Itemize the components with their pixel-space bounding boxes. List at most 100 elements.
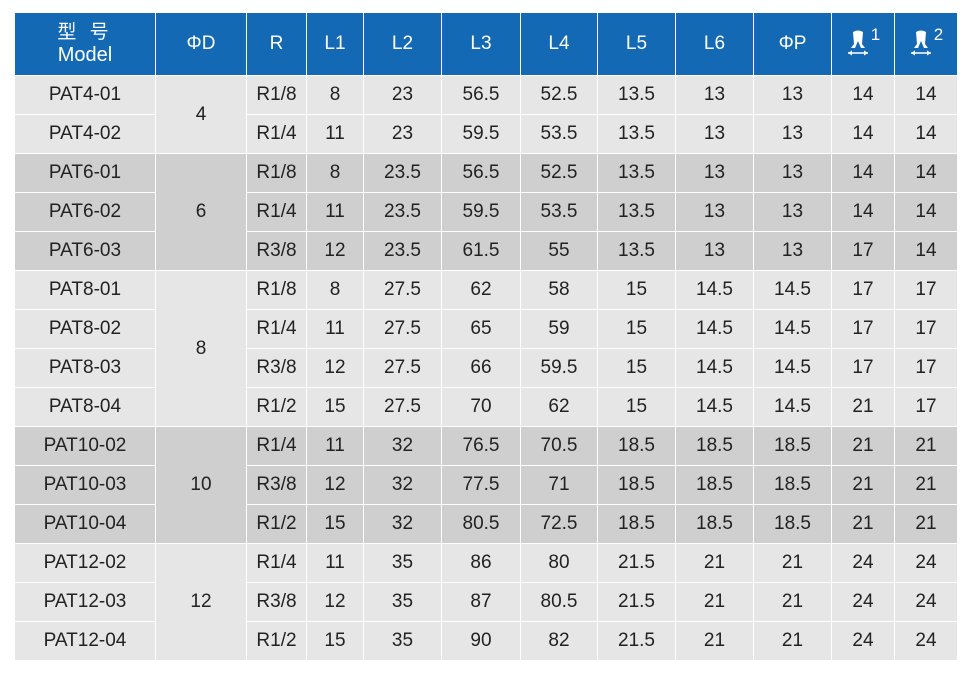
cell-model: PAT10-04 bbox=[14, 504, 156, 544]
cell-r: R3/8 bbox=[246, 465, 307, 505]
cell-l3: 59.5 bbox=[441, 192, 521, 232]
cell-l2: 27.5 bbox=[363, 309, 442, 349]
cell-l5: 13.5 bbox=[597, 153, 676, 193]
cell-l2: 23 bbox=[363, 75, 442, 115]
table-row: PAT12-03 R3/8 12 35 87 80.5 21.5 21 21 24 24 bbox=[14, 582, 958, 622]
cell-r: R1/8 bbox=[246, 153, 307, 193]
cell-r: R1/8 bbox=[246, 75, 307, 115]
cell-l5: 15 bbox=[597, 348, 676, 388]
cell-phi-p: 13 bbox=[753, 75, 832, 115]
cell-wrench-2: 14 bbox=[894, 75, 958, 115]
cell-wrench-1: 24 bbox=[831, 621, 895, 661]
table-row: PAT6-02 R1/4 11 23.5 59.5 53.5 13.5 13 13 14 14 bbox=[14, 192, 958, 232]
cell-model: PAT12-03 bbox=[14, 582, 156, 622]
cell-l6: 13 bbox=[675, 114, 754, 154]
cell-l6: 13 bbox=[675, 192, 754, 232]
cell-model: PAT8-01 bbox=[14, 270, 156, 310]
cell-wrench-1: 17 bbox=[831, 348, 895, 388]
table-row: PAT4-01 4 R1/8 8 23 56.5 52.5 13.5 13 13 14 14 bbox=[14, 75, 958, 154]
table-row: PAT4-02 R1/4 11 23 59.5 53.5 13.5 13 13 14 14 bbox=[14, 114, 958, 154]
cell-wrench-1: 21 bbox=[831, 387, 895, 427]
cell-phi-p: 18.5 bbox=[753, 465, 832, 505]
cell-l6: 18.5 bbox=[675, 504, 754, 544]
cell-l2: 35 bbox=[363, 543, 442, 583]
cell-phi-p: 13 bbox=[753, 153, 832, 193]
cell-phi-d: 12 bbox=[155, 543, 247, 661]
header-model-cn: 型 号 bbox=[57, 22, 113, 43]
cell-phi-p: 14.5 bbox=[753, 270, 832, 310]
cell-l5: 13.5 bbox=[597, 114, 676, 154]
cell-l6: 21 bbox=[675, 543, 754, 583]
wrench-1-label: 1 bbox=[870, 25, 881, 44]
header-l4: L4 bbox=[520, 12, 598, 76]
cell-phi-d: 8 bbox=[155, 270, 247, 427]
cell-l1: 15 bbox=[306, 504, 364, 544]
cell-model: PAT10-03 bbox=[14, 465, 156, 505]
cell-wrench-2: 24 bbox=[894, 582, 958, 622]
cell-l2: 23.5 bbox=[363, 153, 442, 193]
cell-wrench-1: 24 bbox=[831, 543, 895, 583]
cell-model: PAT12-04 bbox=[14, 621, 156, 661]
cell-phi-p: 21 bbox=[753, 582, 832, 622]
cell-l3: 76.5 bbox=[441, 426, 521, 466]
cell-l3: 59.5 bbox=[441, 114, 521, 154]
cell-l1: 12 bbox=[306, 231, 364, 271]
cell-r: R1/8 bbox=[246, 270, 307, 310]
cell-wrench-2: 14 bbox=[894, 153, 958, 193]
cell-phi-p: 21 bbox=[753, 543, 832, 583]
cell-l2: 35 bbox=[363, 582, 442, 622]
cell-l2: 23 bbox=[363, 114, 442, 154]
table-row: PAT10-04 R1/2 15 32 80.5 72.5 18.5 18.5 18.5 21 21 bbox=[14, 504, 958, 544]
cell-l1: 11 bbox=[306, 309, 364, 349]
cell-l6: 13 bbox=[675, 75, 754, 115]
cell-l1: 15 bbox=[306, 621, 364, 661]
cell-l6: 21 bbox=[675, 582, 754, 622]
cell-r: R1/4 bbox=[246, 309, 307, 349]
cell-l5: 15 bbox=[597, 270, 676, 310]
cell-wrench-1: 21 bbox=[831, 465, 895, 505]
cell-wrench-1: 17 bbox=[831, 270, 895, 310]
header-row: 型 号 Model ΦD R L1 L2 L3 L4 L5 L6 ΦP 1 bbox=[14, 12, 958, 76]
cell-l2: 23.5 bbox=[363, 231, 442, 271]
cell-l1: 11 bbox=[306, 426, 364, 466]
cell-phi-p: 14.5 bbox=[753, 387, 832, 427]
wrench-jaw-icon bbox=[847, 30, 868, 56]
table-row: PAT8-01 8 R1/8 8 27.5 62 58 15 14.5 14.5 17 17 bbox=[14, 270, 958, 427]
cell-l6: 13 bbox=[675, 153, 754, 193]
cell-l6: 18.5 bbox=[675, 426, 754, 466]
cell-l2: 23.5 bbox=[363, 192, 442, 232]
cell-l4: 53.5 bbox=[520, 114, 598, 154]
table-row: PAT8-03 R3/8 12 27.5 66 59.5 15 14.5 14.5 17 17 bbox=[14, 348, 958, 388]
cell-wrench-2: 24 bbox=[894, 543, 958, 583]
cell-l6: 14.5 bbox=[675, 387, 754, 427]
cell-wrench-2: 17 bbox=[894, 309, 958, 349]
spec-table: 型 号 Model ΦD R L1 L2 L3 L4 L5 L6 ΦP 1 bbox=[14, 12, 958, 661]
table-row: PAT10-02 10 R1/4 11 32 76.5 70.5 18.5 18.5 18.5 21… bbox=[14, 426, 958, 544]
cell-r: R1/2 bbox=[246, 504, 307, 544]
cell-model: PAT4-01 bbox=[14, 75, 156, 115]
cell-l2: 32 bbox=[363, 465, 442, 505]
cell-wrench-2: 21 bbox=[894, 504, 958, 544]
cell-l6: 14.5 bbox=[675, 270, 754, 310]
cell-l6: 14.5 bbox=[675, 348, 754, 388]
cell-l3: 66 bbox=[441, 348, 521, 388]
cell-l5: 15 bbox=[597, 309, 676, 349]
table-row: PAT12-02 12 R1/4 11 35 86 80 21.5 21 21 24 24 bbox=[14, 543, 958, 661]
cell-wrench-2: 21 bbox=[894, 465, 958, 505]
cell-l3: 90 bbox=[441, 621, 521, 661]
cell-r: R3/8 bbox=[246, 231, 307, 271]
cell-phi-p: 13 bbox=[753, 114, 832, 154]
cell-l6: 18.5 bbox=[675, 465, 754, 505]
cell-l5: 21.5 bbox=[597, 543, 676, 583]
cell-l3: 80.5 bbox=[441, 504, 521, 544]
cell-l4: 70.5 bbox=[520, 426, 598, 466]
cell-l3: 62 bbox=[441, 270, 521, 310]
header-r: R bbox=[246, 12, 307, 76]
cell-l5: 15 bbox=[597, 387, 676, 427]
cell-wrench-1: 21 bbox=[831, 504, 895, 544]
cell-wrench-1: 21 bbox=[831, 426, 895, 466]
cell-wrench-2: 17 bbox=[894, 348, 958, 388]
cell-model: PAT6-01 bbox=[14, 153, 156, 193]
cell-phi-p: 14.5 bbox=[753, 348, 832, 388]
cell-r: R3/8 bbox=[246, 582, 307, 622]
